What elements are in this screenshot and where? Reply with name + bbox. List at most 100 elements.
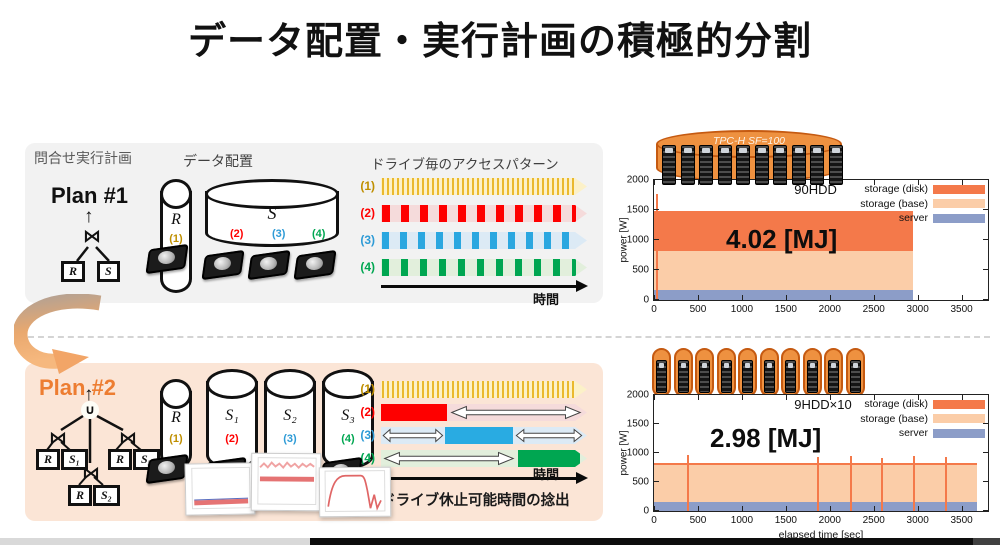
idle-double-arrow	[382, 428, 444, 443]
power-spike	[816, 457, 819, 511]
tick-mark	[654, 179, 659, 180]
tick-mark	[785, 295, 787, 300]
y-tick-label: 1500	[626, 204, 649, 216]
access-block-arrow-2	[381, 404, 587, 421]
tree-output-arrow-icon: ↑	[84, 206, 94, 227]
drive3-label: (3)	[272, 228, 286, 240]
tick-mark	[917, 506, 919, 511]
legend-row: storage (disk)	[860, 182, 985, 197]
x-tick-label: 2000	[818, 515, 841, 526]
bottom-bar-left	[0, 538, 310, 545]
server-rack-icon	[773, 145, 787, 185]
tick-mark	[654, 180, 655, 185]
tick-mark	[654, 209, 659, 210]
tick-mark	[873, 395, 875, 400]
mini-chart-thumbnail	[318, 466, 392, 518]
access-stripe-arrow-1	[381, 381, 587, 398]
row3-label: (3)	[360, 233, 375, 247]
cylinder-r-letter: R	[171, 409, 181, 426]
tick-mark	[873, 506, 875, 511]
power-spike	[687, 455, 690, 511]
hdd-icon	[201, 249, 245, 281]
relation-box-r: R	[68, 485, 93, 507]
power-chart-90hdd: power [W] 90HDD storage (disk) storage (b…	[615, 175, 997, 329]
drive-pause-note: ✓ドライブ休止可能時間の捻出	[369, 493, 570, 509]
relation-box-r: R	[36, 449, 61, 471]
relation-box-s2: S₂	[93, 485, 120, 507]
relation-box-r: R	[108, 449, 133, 471]
plot-area: power [W] 9HDD×10 storage (disk) storage …	[619, 390, 989, 541]
access-row-2: (2)	[347, 205, 599, 223]
x-tick-label: 1500	[774, 304, 797, 315]
access-stripe-arrow-4	[381, 259, 587, 276]
access-row-4: (4)	[347, 259, 599, 277]
tick-mark	[983, 209, 988, 210]
x-tick-label: 3500	[950, 515, 973, 526]
legend-swatch	[933, 199, 985, 209]
server-rack-icon	[785, 360, 796, 393]
rack-row-top	[662, 145, 843, 185]
union-operator-icon: ∪	[81, 401, 99, 419]
cylinder-s2-letter: S₂	[283, 407, 297, 424]
hdd-icon	[247, 249, 291, 281]
legend-swatch	[933, 428, 985, 438]
access-row-2: (2)	[347, 404, 599, 422]
tick-mark	[741, 395, 743, 400]
tick-mark	[917, 180, 919, 185]
server-rack-icon	[677, 360, 689, 393]
y-tick-label: 2000	[626, 389, 649, 401]
access-row-4: (4)	[347, 450, 599, 468]
server-capsule-icon	[845, 348, 865, 397]
server-rack-icon	[656, 360, 667, 393]
x-tick-label: 3000	[906, 515, 929, 526]
drive2-label: (2)	[225, 433, 239, 445]
server-rack-icon	[828, 360, 839, 393]
access-stripe-arrow-2	[381, 205, 587, 222]
x-tick-label: 2500	[862, 515, 885, 526]
tick-mark	[654, 269, 659, 270]
tick-mark	[983, 269, 988, 270]
cylinder-s1-letter: S₁	[225, 407, 239, 424]
x-tick-label: 1000	[730, 515, 754, 526]
tick-mark	[983, 394, 988, 395]
server-rack-icon	[791, 145, 806, 185]
drive1-label: (1)	[169, 233, 183, 245]
relation-box-r: R	[61, 261, 86, 283]
hdd-icon	[145, 243, 189, 275]
y-tick-label: 1000	[626, 447, 649, 459]
drive4-label: (4)	[341, 433, 355, 445]
server-rack-icon	[828, 145, 843, 185]
curved-arrow-icon	[14, 294, 102, 374]
tick-mark	[983, 239, 988, 240]
plan1-name: Plan #1	[51, 183, 129, 208]
tick-mark	[917, 395, 919, 400]
page-title: データ配置・実行計画の積極的分割	[187, 21, 812, 63]
area-layer-server	[654, 290, 914, 300]
tpch-storage-cylinder: TPC-H SF=100	[656, 130, 844, 190]
tick-mark	[983, 481, 988, 482]
access-stripe-arrow-1	[381, 178, 587, 195]
tick-mark	[961, 506, 963, 511]
y-tick-label: 0	[643, 294, 649, 306]
legend-row: server	[860, 426, 985, 441]
bottom-bar-right	[973, 538, 1000, 545]
server-rack-icon	[662, 145, 676, 185]
server-capsule-icon	[652, 348, 671, 397]
active-block-red	[381, 404, 447, 421]
server-rack-icon	[806, 360, 818, 393]
server-rack-icon	[754, 145, 769, 185]
server-rack-icon	[720, 360, 732, 393]
legend-swatch	[933, 213, 985, 223]
plan1-panel: 問合せ実行計画 Plan #1 ↑ ⋈ R S データ配置 R (1) S (2…	[25, 143, 603, 307]
legend-row: storage (base)	[860, 412, 985, 427]
tick-mark	[654, 423, 659, 424]
power-spike	[944, 457, 947, 511]
row4-label: (4)	[360, 260, 375, 274]
tick-mark	[829, 506, 831, 511]
tick-mark	[697, 295, 699, 300]
x-tick-label: 0	[651, 515, 657, 526]
power-spike	[850, 455, 852, 511]
tick-mark	[961, 180, 963, 185]
join-operator-icon: ⋈	[49, 428, 67, 448]
